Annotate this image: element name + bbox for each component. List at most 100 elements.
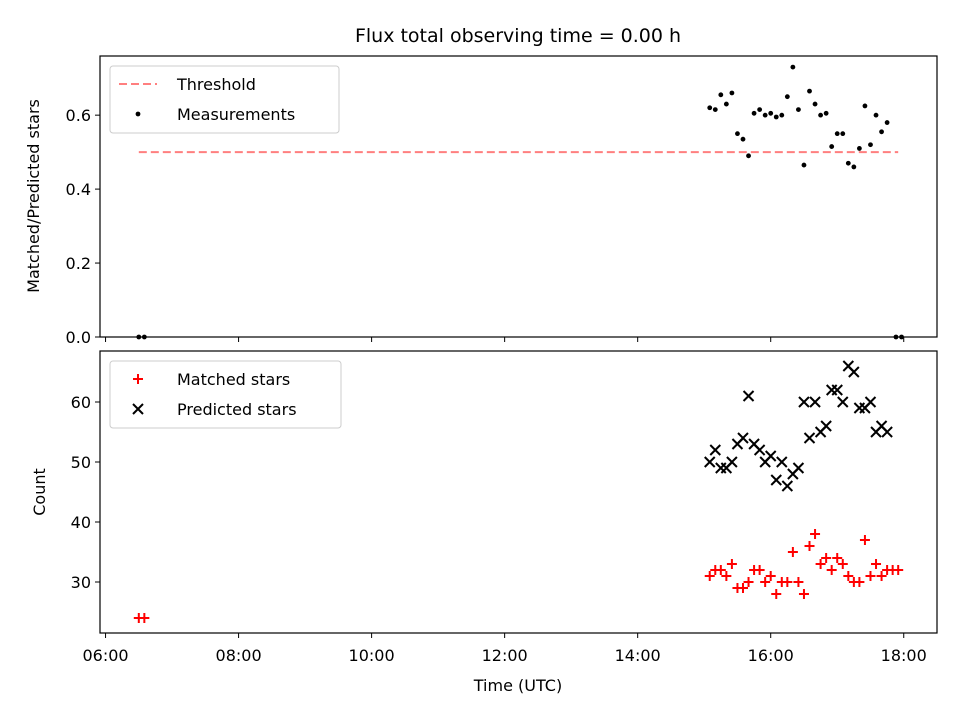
measurement-point: [856, 146, 862, 151]
count-y-tick-label: 30: [71, 573, 91, 592]
legend-label: Measurements: [177, 105, 295, 124]
measurement-point: [723, 101, 729, 107]
measurement-point: [801, 162, 807, 168]
measurement-point: [784, 94, 790, 100]
measurement-point: [796, 107, 801, 113]
matched-star-point: [798, 589, 809, 599]
matched-star-point: [793, 577, 804, 587]
ratio-y-axis-label: Matched/Predicted stars: [24, 99, 43, 293]
legend-label: Threshold: [176, 75, 256, 94]
matched-star-point: [721, 571, 732, 581]
measurement-point: [751, 110, 757, 116]
series-predicted-stars: [704, 360, 893, 492]
count-y-tick-label: 60: [71, 393, 91, 412]
predicted-star-point: [765, 450, 777, 462]
x-tick-label: 12:00: [482, 646, 528, 665]
measurement-point: [718, 92, 724, 98]
x-tick-label: 18:00: [881, 646, 927, 665]
measurement-point: [823, 110, 829, 116]
measurement-point: [757, 107, 763, 113]
ratio-y-tick-label: 0.2: [66, 254, 91, 273]
measurement-point: [790, 64, 796, 70]
measurement-point: [879, 129, 884, 135]
legend-marker: [135, 111, 141, 117]
measurement-point: [851, 164, 857, 170]
time-x-axis-label: Time (UTC): [473, 676, 562, 695]
matched-star-point: [832, 553, 843, 563]
predicted-star-point: [742, 390, 755, 402]
matched-star-point: [815, 559, 826, 569]
count-legend: Matched stars Predicted stars: [109, 360, 342, 429]
measurement-point: [840, 131, 846, 137]
matched-star-point: [837, 559, 848, 569]
measurement-point: [740, 136, 746, 142]
measurement-point: [873, 112, 879, 118]
matched-star-point: [737, 583, 748, 593]
matched-star-point: [743, 577, 754, 587]
ratio-y-tick-label: 0.0: [66, 328, 91, 347]
measurement-point: [136, 334, 142, 340]
x-tick-label: 10:00: [349, 646, 395, 665]
measurement-point: [707, 105, 713, 111]
series-measurements: [136, 64, 904, 340]
count-panel: 06:00 08:00 10:00 12:00 14:00 16:00 18:00 30 40 5…: [71, 350, 938, 665]
legend-label: Predicted stars: [177, 400, 297, 419]
predicted-star-point: [704, 456, 716, 468]
predicted-star-point: [776, 456, 788, 468]
matched-star-point: [865, 571, 876, 581]
predicted-star-point: [726, 456, 738, 468]
measurement-point: [746, 153, 751, 159]
predicted-star-point: [881, 426, 893, 438]
predicted-star-point: [809, 396, 821, 408]
matched-star-point: [810, 529, 821, 539]
measurement-point: [762, 112, 768, 118]
ratio-y-tick-label: 0.6: [66, 106, 91, 125]
matched-star-point: [760, 577, 771, 587]
measurement-point: [712, 107, 718, 113]
legend-label: Matched stars: [177, 370, 290, 389]
predicted-star-point: [864, 396, 877, 408]
x-tick-label: 08:00: [216, 646, 262, 665]
matched-star-point: [859, 535, 870, 545]
series-matched-stars: [133, 529, 904, 623]
x-tick-label: 16:00: [748, 646, 794, 665]
matched-star-point: [893, 565, 904, 575]
predicted-star-point: [820, 420, 832, 432]
predicted-star-point: [737, 432, 749, 444]
ratio-y-tick-label: 0.4: [66, 180, 91, 199]
matched-star-point: [843, 571, 854, 581]
matched-star-point: [876, 571, 887, 581]
ratio-legend: Threshold Measurements: [109, 65, 340, 134]
legend-box: [109, 360, 342, 429]
measurement-point: [141, 334, 147, 340]
matched-star-point: [854, 577, 865, 587]
predicted-star-point: [837, 396, 849, 408]
matched-star-point: [765, 571, 776, 581]
predicted-star-point: [798, 396, 810, 408]
measurement-point: [893, 334, 899, 340]
predicted-star-point: [803, 432, 816, 444]
measurement-point: [845, 160, 851, 166]
measurement-point: [862, 103, 868, 109]
matched-star-point: [782, 577, 793, 587]
ratio-panel: 0.0 0.2 0.4 0.6 Threshold Measurements: [66, 55, 938, 347]
measurement-point: [768, 110, 774, 116]
x-tick-label: 06:00: [82, 646, 128, 665]
predicted-star-point: [770, 474, 782, 486]
chart-title: Flux total observing time = 0.00 h: [355, 25, 681, 47]
measurement-point: [884, 120, 890, 125]
predicted-star-point: [781, 480, 794, 492]
count-y-tick-label: 40: [71, 513, 91, 532]
matched-star-point: [804, 541, 815, 551]
matched-star-point: [821, 553, 832, 563]
measurement-point: [818, 112, 823, 118]
legend-marker: [133, 374, 143, 384]
measurement-point: [773, 114, 779, 120]
matched-star-point: [771, 589, 782, 599]
matched-star-point: [826, 565, 837, 575]
matched-star-point: [871, 559, 882, 569]
matched-star-point: [704, 571, 715, 581]
measurement-point: [899, 334, 904, 340]
measurement-point: [729, 90, 735, 96]
